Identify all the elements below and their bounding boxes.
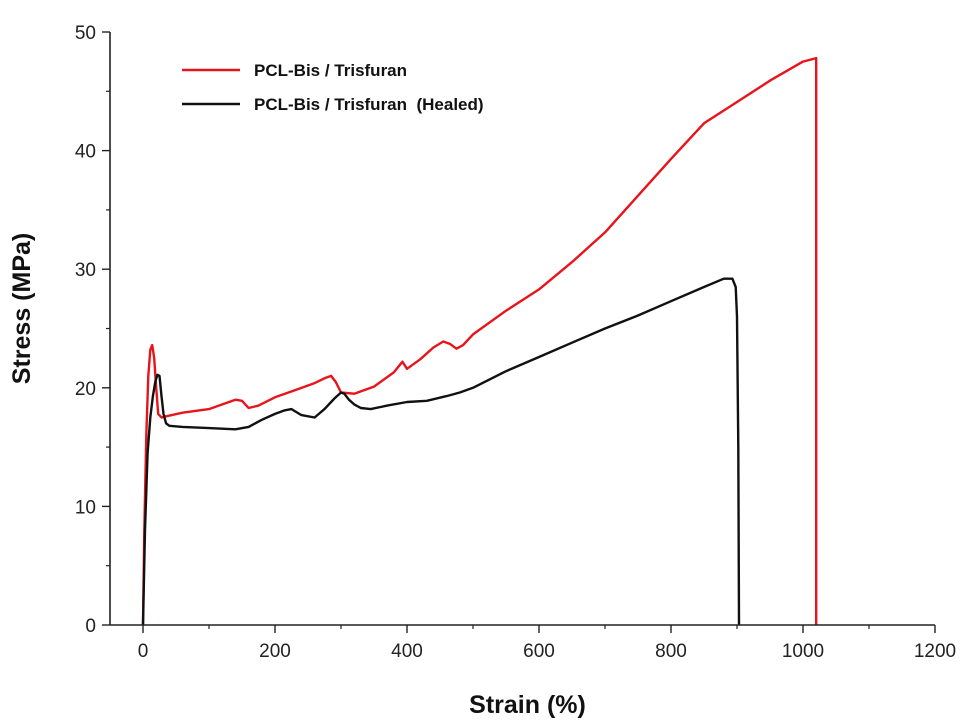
y-tick-label: 10 — [75, 497, 96, 518]
x-tick-label: 1200 — [914, 641, 956, 662]
legend-label-pcl-bis-trisfuran: PCL-Bis / Trisfuran — [254, 61, 407, 80]
x-tick-label: 1000 — [782, 641, 824, 662]
series-line-1 — [141, 277, 741, 626]
axes — [109, 32, 935, 626]
y-tick-label: 50 — [75, 23, 96, 44]
x-tick-label: 600 — [523, 641, 555, 662]
x-tick-label: 200 — [259, 641, 291, 662]
y-tick-label: 40 — [75, 142, 96, 163]
ticks: 0 200 400 600 800 1000 1200 0 10 20 30 40 50 — [75, 23, 956, 662]
x-tick-label: 800 — [655, 641, 687, 662]
x-tick-label: 0 — [138, 641, 149, 662]
legend-label-healed: PCL-Bis / Trisfuran (Healed) — [254, 95, 484, 114]
y-tick-label: 0 — [85, 616, 96, 637]
series-line-0 — [141, 56, 818, 626]
series-lines — [141, 56, 818, 626]
x-axis-title: Strain (%) — [469, 691, 586, 719]
x-tick-label: 400 — [391, 641, 423, 662]
y-axis-title: Stress (MPa) — [8, 233, 36, 384]
y-tick-label: 30 — [75, 260, 96, 281]
legend: PCL-Bis / Trisfuran PCL-Bis / Trisfuran … — [182, 61, 484, 114]
y-tick-label: 20 — [75, 379, 96, 400]
